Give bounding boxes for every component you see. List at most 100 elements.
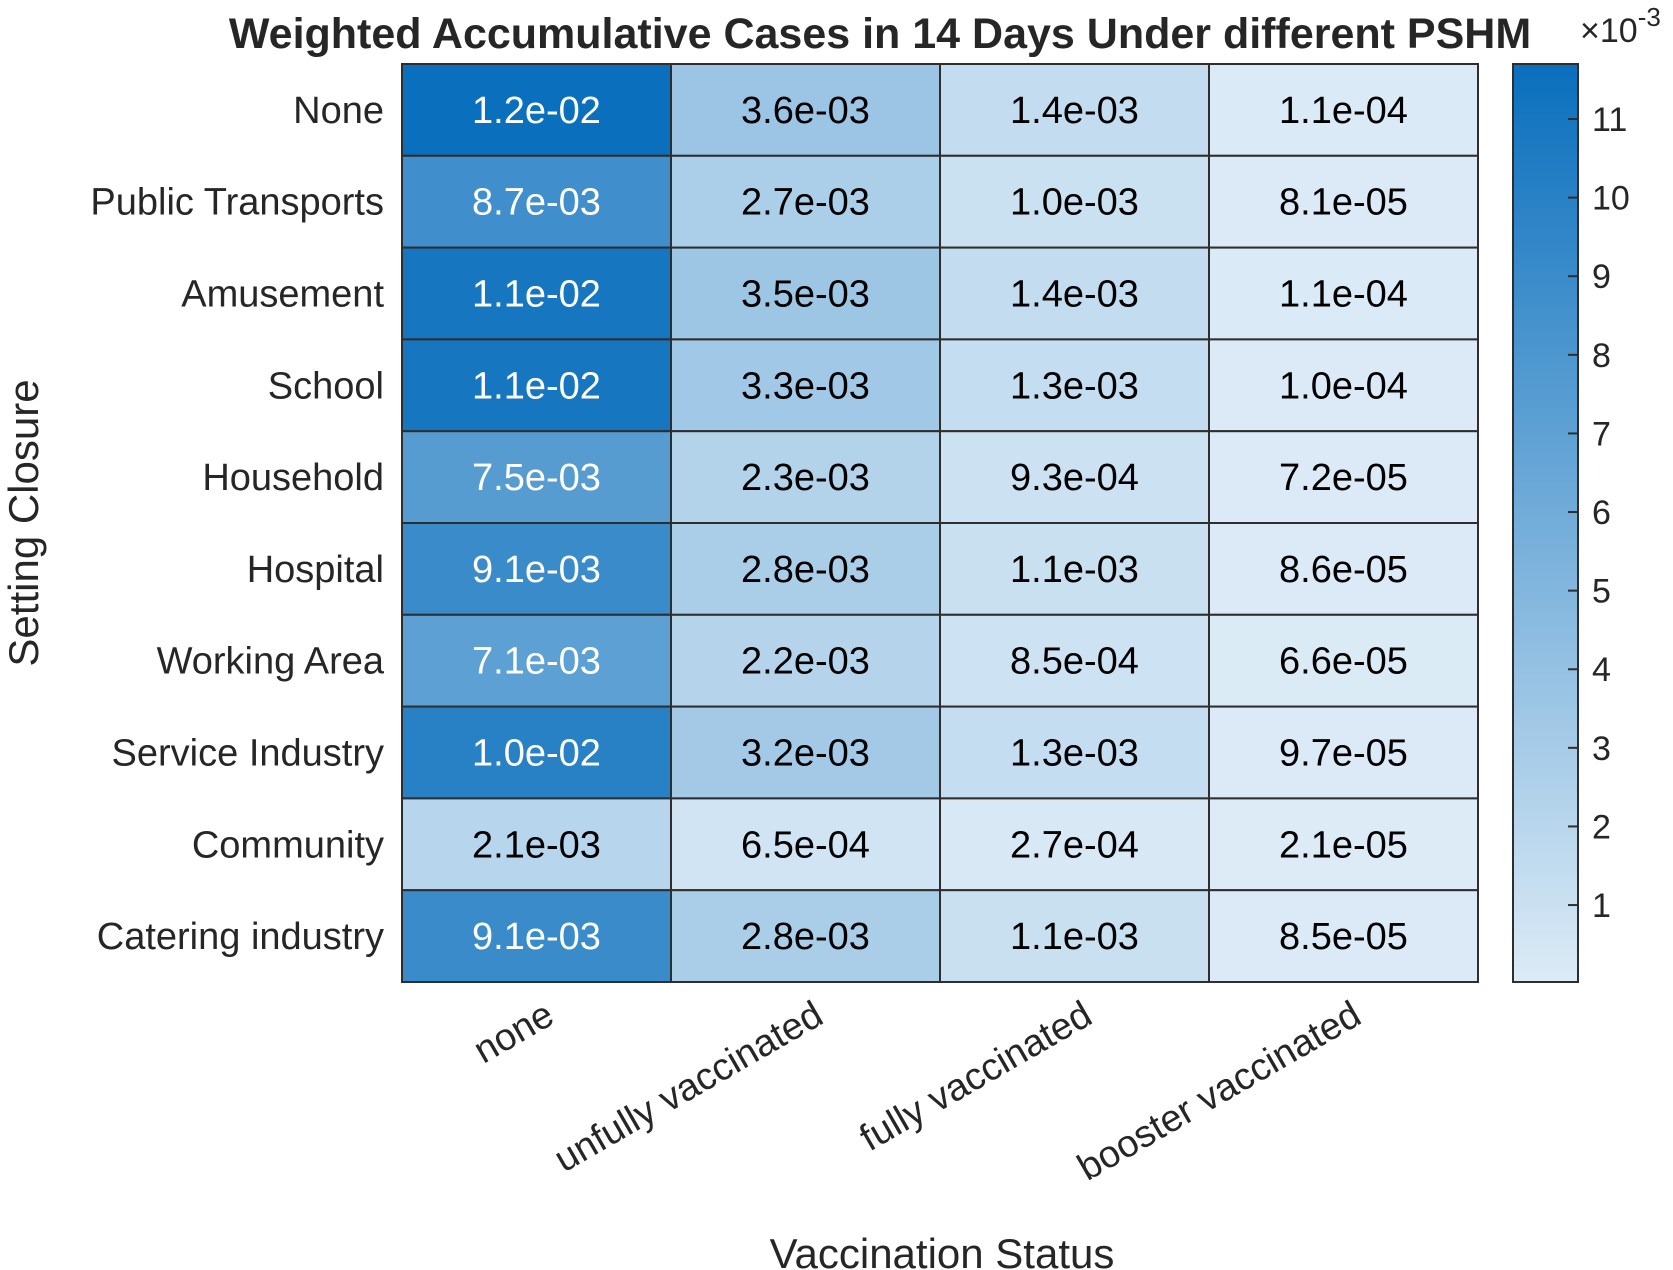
- y-tick-label: Service Industry: [112, 733, 384, 775]
- heatmap-cell: [939, 613, 1210, 708]
- y-tick-label: Working Area: [157, 641, 385, 683]
- cell-value-label: 1.3e-03: [1010, 733, 1139, 775]
- heatmap-cell: [1208, 63, 1479, 157]
- colorbar-tick-label: 2: [1592, 808, 1611, 846]
- heatmap-cell: [1208, 246, 1479, 341]
- cell-value-label: 1.0e-04: [1279, 365, 1408, 407]
- cell-value-label: 9.1e-03: [472, 916, 601, 958]
- cell-value-label: 1.3e-03: [1010, 365, 1139, 407]
- cell-value-label: 2.3e-03: [741, 457, 870, 499]
- colorbar-tick-label: 6: [1592, 494, 1611, 532]
- y-axis-label: Setting Closure: [0, 379, 47, 666]
- heatmap-cell: [401, 430, 672, 525]
- cell-value-label: 2.2e-03: [741, 641, 870, 683]
- heatmap-cell: [401, 889, 672, 984]
- colorbar-tick-label: 4: [1592, 651, 1611, 689]
- y-tick-labels: None Public Transports Amusement School Hous…: [90, 90, 384, 958]
- y-tick-label: School: [268, 365, 384, 407]
- chart-title: Weighted Accumulative Cases in 14 Days U…: [229, 10, 1531, 58]
- heatmap-cell: [1208, 430, 1479, 525]
- heatmap-cell: [670, 522, 941, 616]
- heatmap-cell: [670, 154, 941, 249]
- cell-value-label: 1.1e-04: [1279, 274, 1408, 316]
- x-tick-label: unfully vaccinated: [547, 993, 830, 1180]
- cell-value-label: 1.1e-02: [472, 274, 601, 316]
- cell-value-label: 7.1e-03: [472, 641, 601, 683]
- cell-value-label: 8.1e-05: [1279, 182, 1408, 224]
- heatmap-cell: [1208, 613, 1479, 708]
- cell-value-label: 2.1e-03: [472, 824, 601, 866]
- cell-value-label: 9.1e-03: [472, 549, 601, 591]
- cell-value-label: 8.5e-05: [1279, 916, 1408, 958]
- cell-value-label: 2.8e-03: [741, 549, 870, 591]
- colorbar-tick-label: 7: [1592, 415, 1611, 453]
- cell-value-label: 7.2e-05: [1279, 457, 1408, 499]
- heatmap-cell: [939, 430, 1210, 525]
- cell-value-label: 1.0e-02: [472, 733, 601, 775]
- cell-value-label: 8.7e-03: [472, 182, 601, 224]
- cell-value-label: 7.5e-03: [472, 457, 601, 499]
- heatmap-cell: [670, 430, 941, 525]
- x-tick-label: none: [467, 993, 561, 1072]
- colorbar-tick-label: 8: [1592, 337, 1611, 375]
- cell-value-label: 1.1e-04: [1279, 90, 1408, 132]
- colorbar: 1 2 3 4 5 6 7 8 9 10 11 ×10-3: [1512, 2, 1661, 983]
- colorbar-gradient: [1512, 63, 1579, 983]
- x-tick-label: fully vaccinated: [853, 993, 1099, 1159]
- cell-value-label: 3.3e-03: [741, 365, 870, 407]
- colorbar-tick-label: 10: [1592, 180, 1630, 218]
- cell-value-label: 2.8e-03: [741, 916, 870, 958]
- heatmap-cell: [670, 889, 941, 984]
- heatmap-cell: [670, 338, 941, 433]
- y-tick-label: Hospital: [247, 549, 384, 591]
- cell-value-label: 1.1e-03: [1010, 916, 1139, 958]
- heatmap-cell: [401, 613, 672, 708]
- heatmap-cell: [1208, 338, 1479, 433]
- y-tick-label: Community: [192, 824, 384, 866]
- heatmap-cell: [1208, 797, 1479, 892]
- colorbar-tick-label: 5: [1592, 573, 1611, 611]
- heatmap-cell: [939, 63, 1210, 157]
- y-tick-label: Catering industry: [97, 916, 384, 958]
- heatmap-cell: [939, 522, 1210, 616]
- colorbar-tick-label: 3: [1592, 730, 1611, 768]
- heatmap-cell: [939, 889, 1210, 984]
- cell-value-label: 1.0e-03: [1010, 182, 1139, 224]
- cell-value-label: 2.7e-04: [1010, 824, 1139, 866]
- y-tick-label: Household: [202, 457, 384, 499]
- heatmap-cell: [401, 522, 672, 616]
- colorbar-tick-label: 9: [1592, 258, 1611, 296]
- heatmap-cell: [1208, 154, 1479, 249]
- heatmap-cells: 1.2e-02 3.6e-03 1.4e-03 1.1e-04 8.7e-03 2.7e-…: [401, 63, 1479, 984]
- colorbar-tick-label: 11: [1592, 101, 1627, 139]
- y-tick-label: Public Transports: [90, 182, 384, 224]
- cell-value-label: 1.4e-03: [1010, 90, 1139, 132]
- colorbar-ticks: 1 2 3 4 5 6 7 8 9 10 11: [1568, 101, 1630, 925]
- heatmap-cell: [670, 63, 941, 157]
- cell-value-label: 1.4e-03: [1010, 274, 1139, 316]
- cell-value-label: 8.5e-04: [1010, 641, 1139, 683]
- cell-value-label: 6.6e-05: [1279, 641, 1408, 683]
- heatmap-cell: [670, 246, 941, 341]
- cell-value-label: 9.3e-04: [1010, 457, 1139, 499]
- cell-value-label: 1.1e-03: [1010, 549, 1139, 591]
- cell-value-label: 2.7e-03: [741, 182, 870, 224]
- cell-value-label: 6.5e-04: [741, 824, 870, 866]
- heatmap-cell: [401, 63, 672, 157]
- x-axis-label: Vaccination Status: [770, 1230, 1115, 1270]
- cell-value-label: 3.2e-03: [741, 733, 870, 775]
- cell-value-label: 1.1e-02: [472, 365, 601, 407]
- cell-value-label: 3.5e-03: [741, 274, 870, 316]
- colorbar-tick-label: 1: [1592, 887, 1611, 925]
- y-tick-label: None: [293, 90, 384, 132]
- heatmap-cell: [1208, 889, 1479, 984]
- cell-value-label: 3.6e-03: [741, 90, 870, 132]
- cell-value-label: 1.2e-02: [472, 90, 601, 132]
- colorbar-exponent: ×10-3: [1580, 2, 1661, 50]
- cell-value-label: 9.7e-05: [1279, 733, 1408, 775]
- heatmap-cell: [401, 705, 672, 800]
- cell-value-label: 2.1e-05: [1279, 824, 1408, 866]
- x-tick-label: booster vaccinated: [1071, 993, 1368, 1189]
- heatmap-cell: [939, 705, 1210, 800]
